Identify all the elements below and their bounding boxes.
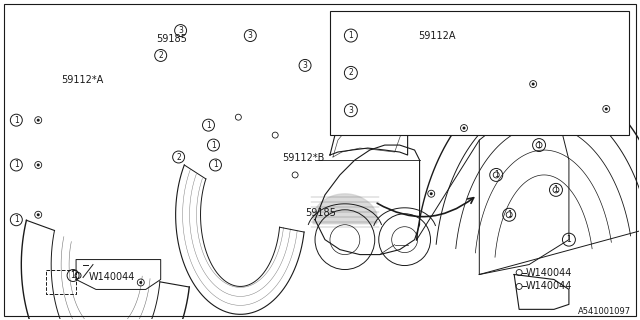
Text: Q560009: Q560009 [376,93,413,102]
Text: 1: 1 [507,210,511,219]
Text: W140044: W140044 [526,282,572,292]
Text: 59188B: 59188B [376,19,408,28]
Bar [330,11,628,135]
Text: 1: 1 [206,121,211,130]
Text: 2: 2 [158,51,163,60]
Text: 59185: 59185 [156,34,187,44]
Text: W140065: W140065 [376,44,413,52]
Text: 3: 3 [348,106,353,115]
Text: 91184: 91184 [376,68,403,77]
Text: 2: 2 [176,153,181,162]
Text: (1001- ): (1001- ) [490,44,533,52]
Circle shape [429,192,433,195]
Circle shape [36,119,40,122]
Text: ( -0902): ( -0902) [490,93,533,102]
Text: 3: 3 [178,26,183,35]
Circle shape [532,83,534,85]
Text: 3: 3 [248,31,253,40]
Text: 1: 1 [554,185,558,194]
Text: Q560041: Q560041 [376,118,413,127]
Text: 2: 2 [349,68,353,77]
Text: 59185: 59185 [305,208,336,218]
Text: 1: 1 [494,171,499,180]
Text: 1: 1 [537,140,541,149]
Circle shape [140,281,142,284]
Text: ( -1001): ( -1001) [490,19,533,28]
Text: W140044: W140044 [89,273,136,283]
Text: 1: 1 [14,116,19,125]
Text: 59112*A: 59112*A [61,75,104,85]
Text: A541001097: A541001097 [577,307,630,316]
Circle shape [36,164,40,166]
Text: (0903- ): (0903- ) [490,118,533,127]
Circle shape [36,213,40,216]
Text: 59112A: 59112A [418,30,455,41]
Text: 1: 1 [14,215,19,224]
Text: 1: 1 [14,160,19,170]
Text: 1: 1 [349,31,353,40]
Circle shape [605,108,608,110]
Polygon shape [313,194,377,224]
Text: 1: 1 [211,140,216,149]
Text: 59112*B: 59112*B [282,153,324,163]
Text: 3: 3 [303,61,307,70]
Text: W140044: W140044 [526,268,572,277]
Text: 1: 1 [213,160,218,170]
Text: 1: 1 [70,271,76,280]
Text: 1: 1 [566,235,572,244]
Circle shape [463,127,465,130]
